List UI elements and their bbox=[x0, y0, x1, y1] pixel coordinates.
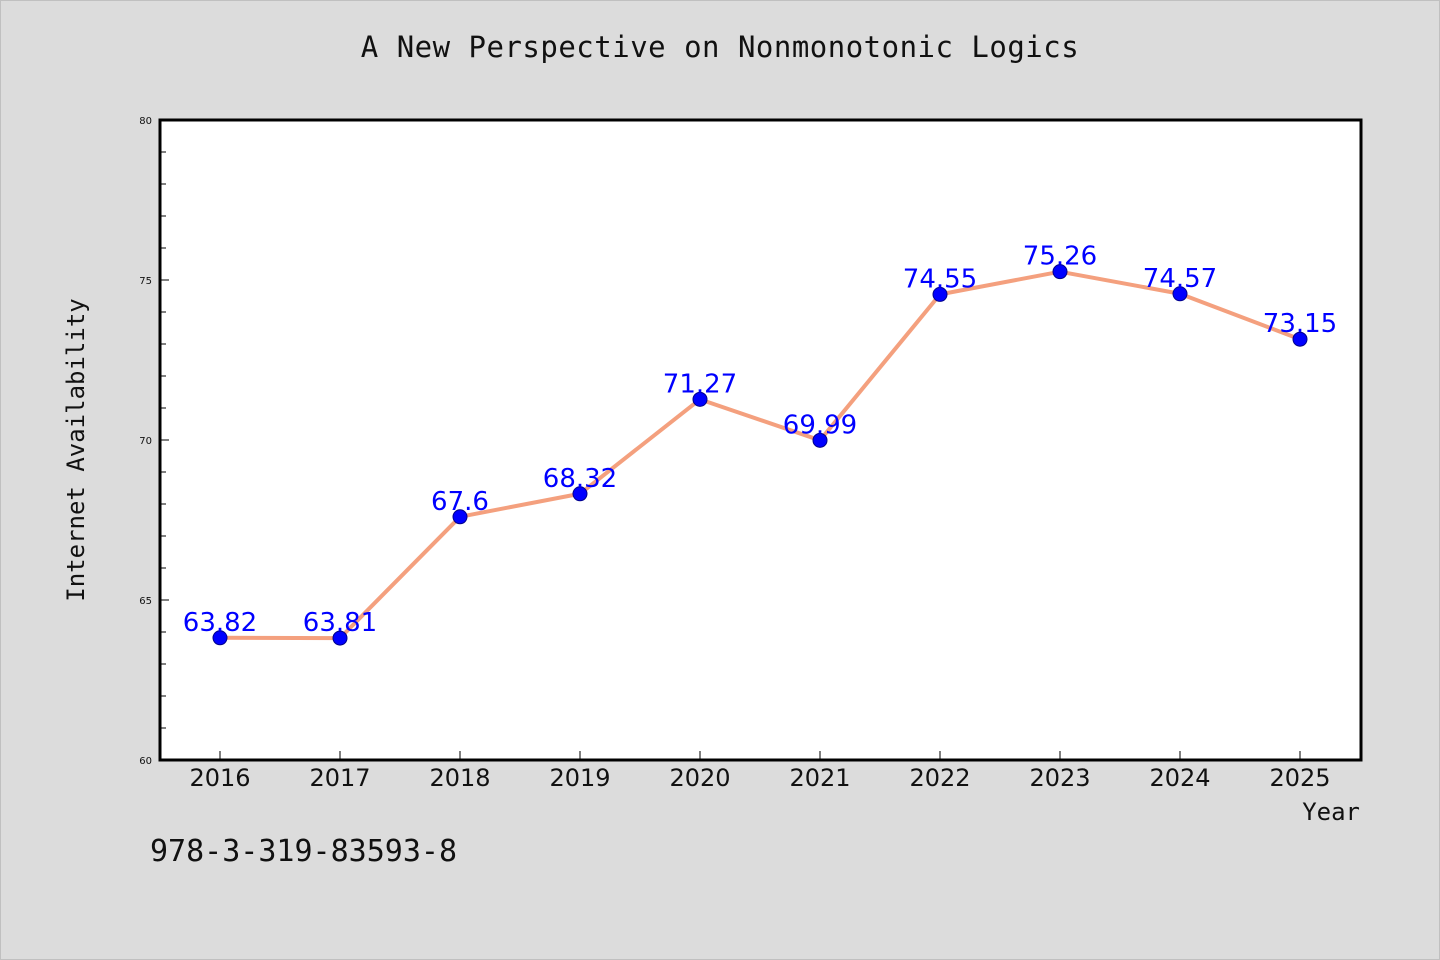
x-tick-label: 2023 bbox=[1029, 764, 1090, 792]
x-tick-label: 2025 bbox=[1269, 764, 1330, 792]
x-axis: 2016 2017 2018 2019 2020 2021 2022 2023 2024 2025 bbox=[189, 751, 1331, 792]
x-tick-label: 2017 bbox=[309, 764, 370, 792]
data-point bbox=[212, 630, 228, 646]
x-tick-label: 2016 bbox=[189, 764, 250, 792]
data-point bbox=[452, 509, 468, 525]
y-tick-label: 80 bbox=[139, 116, 152, 127]
plot-area bbox=[158, 118, 1363, 762]
data-point bbox=[812, 432, 828, 448]
data-point bbox=[572, 486, 588, 502]
data-label: 63.81 bbox=[303, 608, 377, 638]
x-tick-label: 2018 bbox=[429, 764, 490, 792]
data-point bbox=[1052, 264, 1068, 280]
data-point bbox=[692, 391, 708, 407]
chart-title: A New Perspective on Nonmonotonic Logics bbox=[360, 30, 1080, 64]
data-labels: 63.82 63.81 67.6 68.32 71.27 69.99 74.55 75.26 7… bbox=[183, 242, 1337, 638]
y-axis: 60 65 70 75 80 bbox=[139, 116, 169, 767]
x-tick-label: 2022 bbox=[909, 764, 970, 792]
isbn-text: 978-3-319-83593-8 bbox=[150, 834, 458, 869]
data-point bbox=[332, 630, 348, 646]
data-markers bbox=[212, 264, 1308, 646]
y-axis-title: Internet Availability bbox=[62, 298, 90, 601]
series-line bbox=[219, 269, 1301, 641]
x-tick-label: 2019 bbox=[549, 764, 610, 792]
data-point bbox=[1292, 331, 1308, 347]
data-point bbox=[932, 286, 948, 302]
x-tick-label: 2024 bbox=[1149, 764, 1210, 792]
y-tick-label: 65 bbox=[139, 596, 152, 607]
data-label: 69.99 bbox=[783, 410, 857, 440]
data-label: 71.27 bbox=[663, 369, 737, 399]
y-tick-label: 70 bbox=[139, 436, 152, 447]
y-tick-label: 60 bbox=[139, 756, 152, 767]
x-axis-title: Year bbox=[1302, 798, 1360, 826]
data-label: 74.57 bbox=[1143, 264, 1217, 294]
data-point bbox=[1172, 286, 1188, 302]
y-tick-label: 75 bbox=[139, 276, 152, 287]
x-tick-label: 2020 bbox=[669, 764, 730, 792]
data-label: 73.15 bbox=[1263, 309, 1337, 339]
data-label: 67.6 bbox=[431, 487, 489, 517]
data-label: 74.55 bbox=[903, 264, 977, 294]
data-label: 63.82 bbox=[183, 608, 257, 638]
x-tick-label: 2021 bbox=[789, 764, 850, 792]
data-label: 68.32 bbox=[543, 464, 617, 494]
data-label: 75.26 bbox=[1023, 242, 1097, 272]
